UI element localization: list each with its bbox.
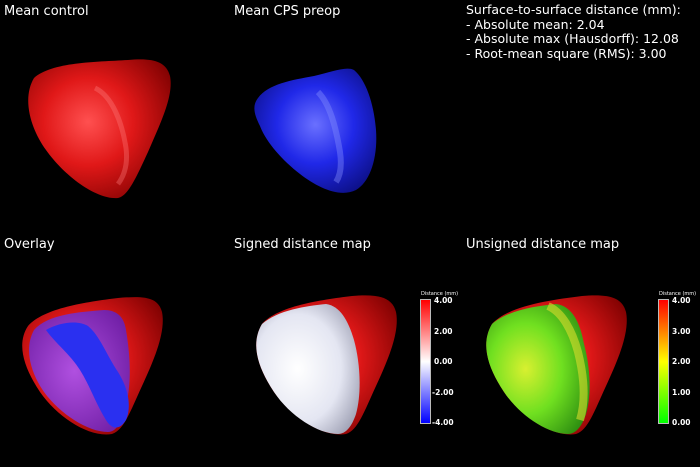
unsigned-colorbar xyxy=(658,299,669,424)
mean-control-title: Mean control xyxy=(4,4,89,19)
unsigned-colorbar-title: Distance (mm) xyxy=(659,291,697,297)
stats-line-hausdorff: - Absolute max (Hausdorff): 12.08 xyxy=(466,31,679,46)
signed-distance-shape xyxy=(256,295,397,435)
unsigned-tick-label: 4.00 xyxy=(672,296,691,305)
unsigned-tick-label: 3.00 xyxy=(672,327,691,336)
signed-tick-label: -2.00 xyxy=(432,388,454,397)
signed-tick-label: 2.00 xyxy=(434,327,453,336)
unsigned-tick-label: 1.00 xyxy=(672,388,691,397)
unsigned-tick-label: 0.00 xyxy=(672,418,691,427)
stats-heading: Surface-to-surface distance (mm): xyxy=(466,2,681,17)
unsigned-tick-label: 2.00 xyxy=(672,357,691,366)
distance-stats: Surface-to-surface distance (mm): - Abso… xyxy=(466,2,681,61)
signed-tick-label: 0.00 xyxy=(434,357,453,366)
signed-tick-label: 4.00 xyxy=(434,296,453,305)
signed-distance-title: Signed distance map xyxy=(234,237,371,252)
mean-control-shape xyxy=(28,59,171,199)
signed-colorbar-title: Distance (mm) xyxy=(421,291,459,297)
signed-colorbar xyxy=(420,299,431,424)
unsigned-distance-title: Unsigned distance map xyxy=(466,237,620,252)
unsigned-distance-shape xyxy=(486,295,627,435)
mean-cps-shape xyxy=(254,68,377,193)
stats-line-mean: - Absolute mean: 2.04 xyxy=(466,16,605,32)
signed-tick-label: -4.00 xyxy=(432,418,454,427)
stats-line-rms: - Root-mean square (RMS): 3.00 xyxy=(466,45,667,61)
overlay-shape xyxy=(22,297,163,435)
overlay-title: Overlay xyxy=(4,237,55,252)
mean-cps-title: Mean CPS preop xyxy=(234,4,341,19)
